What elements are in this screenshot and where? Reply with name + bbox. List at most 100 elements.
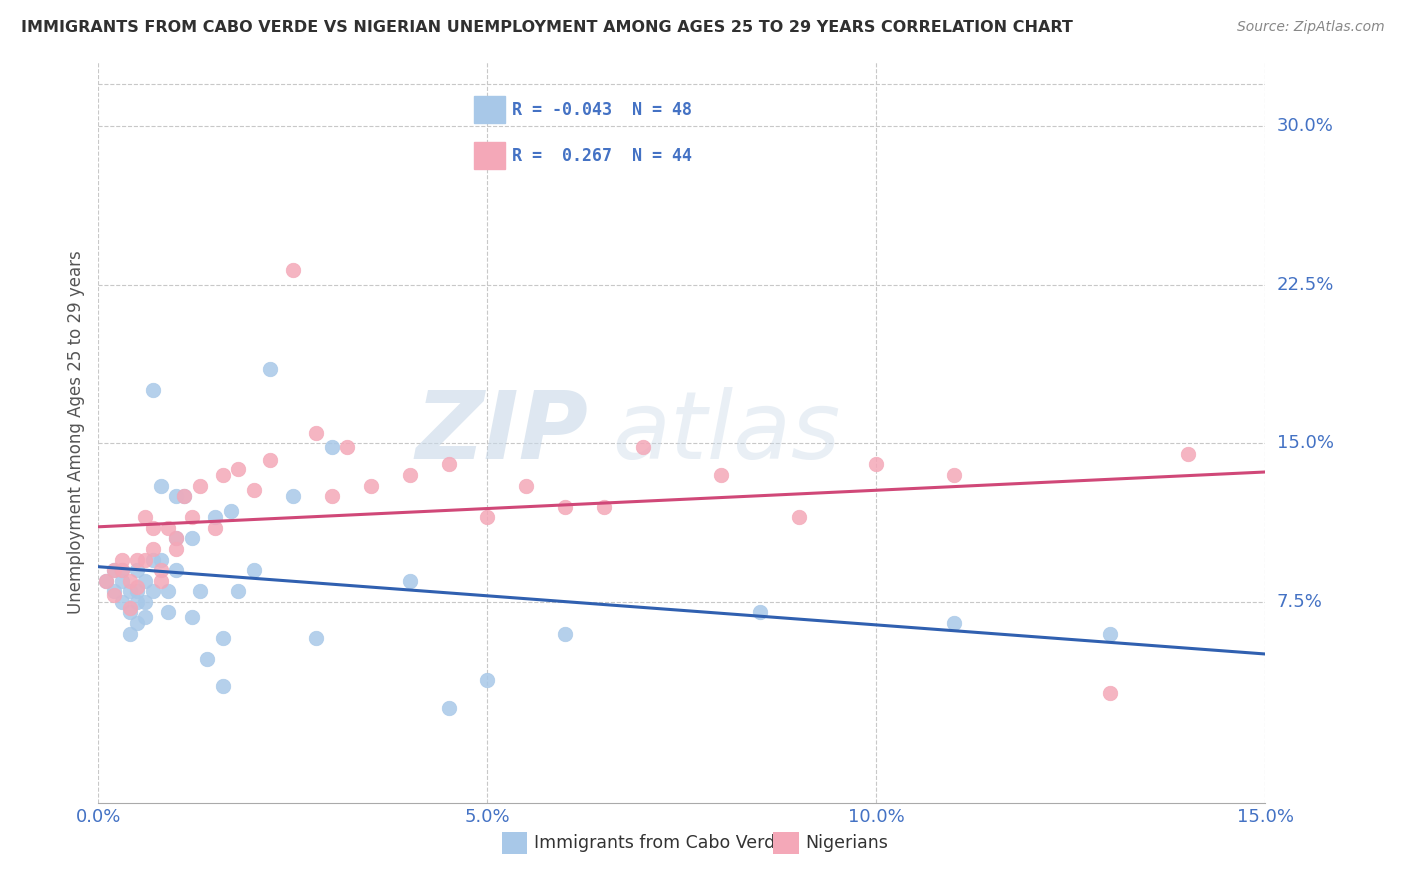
Text: 7.5%: 7.5% <box>1277 593 1323 611</box>
Point <box>943 615 966 630</box>
Point <box>111 595 134 609</box>
Point <box>103 589 125 603</box>
Point <box>96 574 118 588</box>
Point <box>259 453 281 467</box>
Point <box>710 467 733 482</box>
Point <box>305 631 328 645</box>
Point <box>515 478 537 492</box>
Point <box>943 467 966 482</box>
Point <box>281 489 304 503</box>
Point <box>180 609 202 624</box>
Point <box>149 552 172 566</box>
Text: 22.5%: 22.5% <box>1277 276 1334 293</box>
Point <box>127 595 149 609</box>
Point <box>1098 686 1121 700</box>
Point <box>593 500 616 514</box>
Point <box>157 606 180 620</box>
Point <box>127 552 149 566</box>
Point <box>228 461 250 475</box>
Point <box>165 541 187 556</box>
Point <box>111 563 134 577</box>
Point <box>398 467 420 482</box>
Point <box>127 563 149 577</box>
Point <box>477 673 499 687</box>
Point <box>228 584 250 599</box>
Point <box>360 478 382 492</box>
Point <box>437 458 460 472</box>
Point <box>165 489 187 503</box>
Point <box>212 631 235 645</box>
Point <box>281 262 304 277</box>
Point <box>134 595 156 609</box>
Point <box>1098 626 1121 640</box>
Point <box>173 489 195 503</box>
Point <box>1177 447 1199 461</box>
Point <box>118 626 141 640</box>
Point <box>305 425 328 440</box>
Point <box>219 504 242 518</box>
Point <box>336 441 359 455</box>
Point <box>134 552 156 566</box>
Text: Nigerians: Nigerians <box>806 834 889 852</box>
Point <box>165 532 187 546</box>
Point <box>180 532 202 546</box>
Point <box>103 584 125 599</box>
Point <box>142 552 165 566</box>
Text: IMMIGRANTS FROM CABO VERDE VS NIGERIAN UNEMPLOYMENT AMONG AGES 25 TO 29 YEARS CO: IMMIGRANTS FROM CABO VERDE VS NIGERIAN U… <box>21 20 1073 35</box>
Point <box>180 510 202 524</box>
Point <box>142 584 165 599</box>
Point <box>127 615 149 630</box>
Point <box>204 521 226 535</box>
Point <box>157 521 180 535</box>
Point <box>437 700 460 714</box>
Y-axis label: Unemployment Among Ages 25 to 29 years: Unemployment Among Ages 25 to 29 years <box>66 251 84 615</box>
Point <box>157 584 180 599</box>
Point <box>787 510 810 524</box>
Point <box>259 362 281 376</box>
Point <box>103 563 125 577</box>
Point <box>134 574 156 588</box>
Point <box>149 478 172 492</box>
Point <box>134 609 156 624</box>
Point <box>142 541 165 556</box>
Point <box>118 574 141 588</box>
Point <box>204 510 226 524</box>
Point <box>142 384 165 398</box>
Point <box>173 489 195 503</box>
Point <box>134 510 156 524</box>
Point <box>188 478 211 492</box>
Point <box>243 483 266 497</box>
Text: Immigrants from Cabo Verde: Immigrants from Cabo Verde <box>534 834 786 852</box>
Point <box>127 580 149 594</box>
Point <box>321 489 343 503</box>
Point <box>631 441 654 455</box>
Text: 15.0%: 15.0% <box>1277 434 1333 452</box>
Point <box>118 606 141 620</box>
Point <box>111 563 134 577</box>
Text: Source: ZipAtlas.com: Source: ZipAtlas.com <box>1237 20 1385 34</box>
Point <box>195 652 218 666</box>
Point <box>96 574 118 588</box>
Point <box>103 563 125 577</box>
Point <box>165 563 187 577</box>
Point <box>127 584 149 599</box>
Point <box>865 458 887 472</box>
Point <box>118 584 141 599</box>
Point <box>243 563 266 577</box>
Point <box>212 467 235 482</box>
Point <box>748 606 770 620</box>
Point <box>149 574 172 588</box>
Point <box>118 601 141 615</box>
Text: ZIP: ZIP <box>416 386 589 479</box>
Point <box>165 532 187 546</box>
Point <box>188 584 211 599</box>
Point <box>321 441 343 455</box>
Point <box>554 500 576 514</box>
Point <box>111 552 134 566</box>
Text: atlas: atlas <box>612 387 841 478</box>
Point <box>111 574 134 588</box>
Point <box>149 563 172 577</box>
Point <box>398 574 420 588</box>
Point <box>554 626 576 640</box>
Point <box>477 510 499 524</box>
